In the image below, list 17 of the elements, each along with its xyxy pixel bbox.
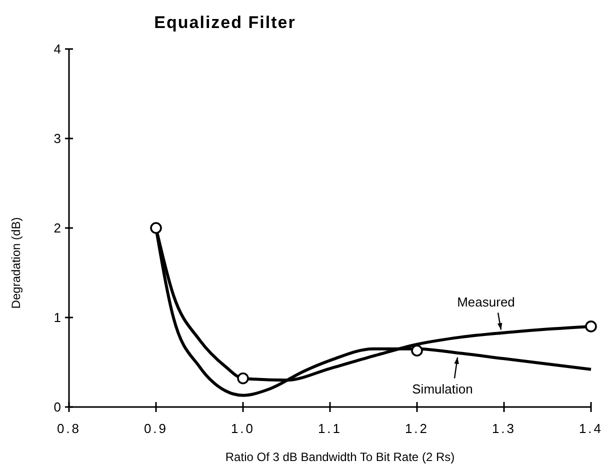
x-axis-title: Ratio Of 3 dB Bandwidth To Bit Rate (2 Rs) (225, 450, 455, 464)
y-tick-label: 0 (54, 400, 61, 415)
y-tick-label: 3 (54, 131, 61, 146)
y-axis-title: Degradation (dB) (9, 217, 23, 309)
x-tick-label: 1.1 (318, 421, 342, 436)
y-tick-label: 2 (54, 220, 61, 236)
x-tick-label: 1.0 (230, 421, 256, 436)
y-tick-label: 4 (54, 42, 61, 57)
x-tick-label: 1.3 (492, 421, 516, 436)
legend-label: Simulation (412, 381, 473, 396)
chart-title: Equalized Filter (154, 13, 296, 32)
x-tick-label: 1.4 (578, 421, 604, 436)
x-tick-label: 0.9 (144, 421, 168, 436)
x-tick-label: 0.8 (56, 421, 82, 436)
series-label: Measured (457, 294, 515, 310)
y-tick-label: 1 (54, 310, 61, 326)
x-tick-label: 1.2 (404, 421, 430, 436)
